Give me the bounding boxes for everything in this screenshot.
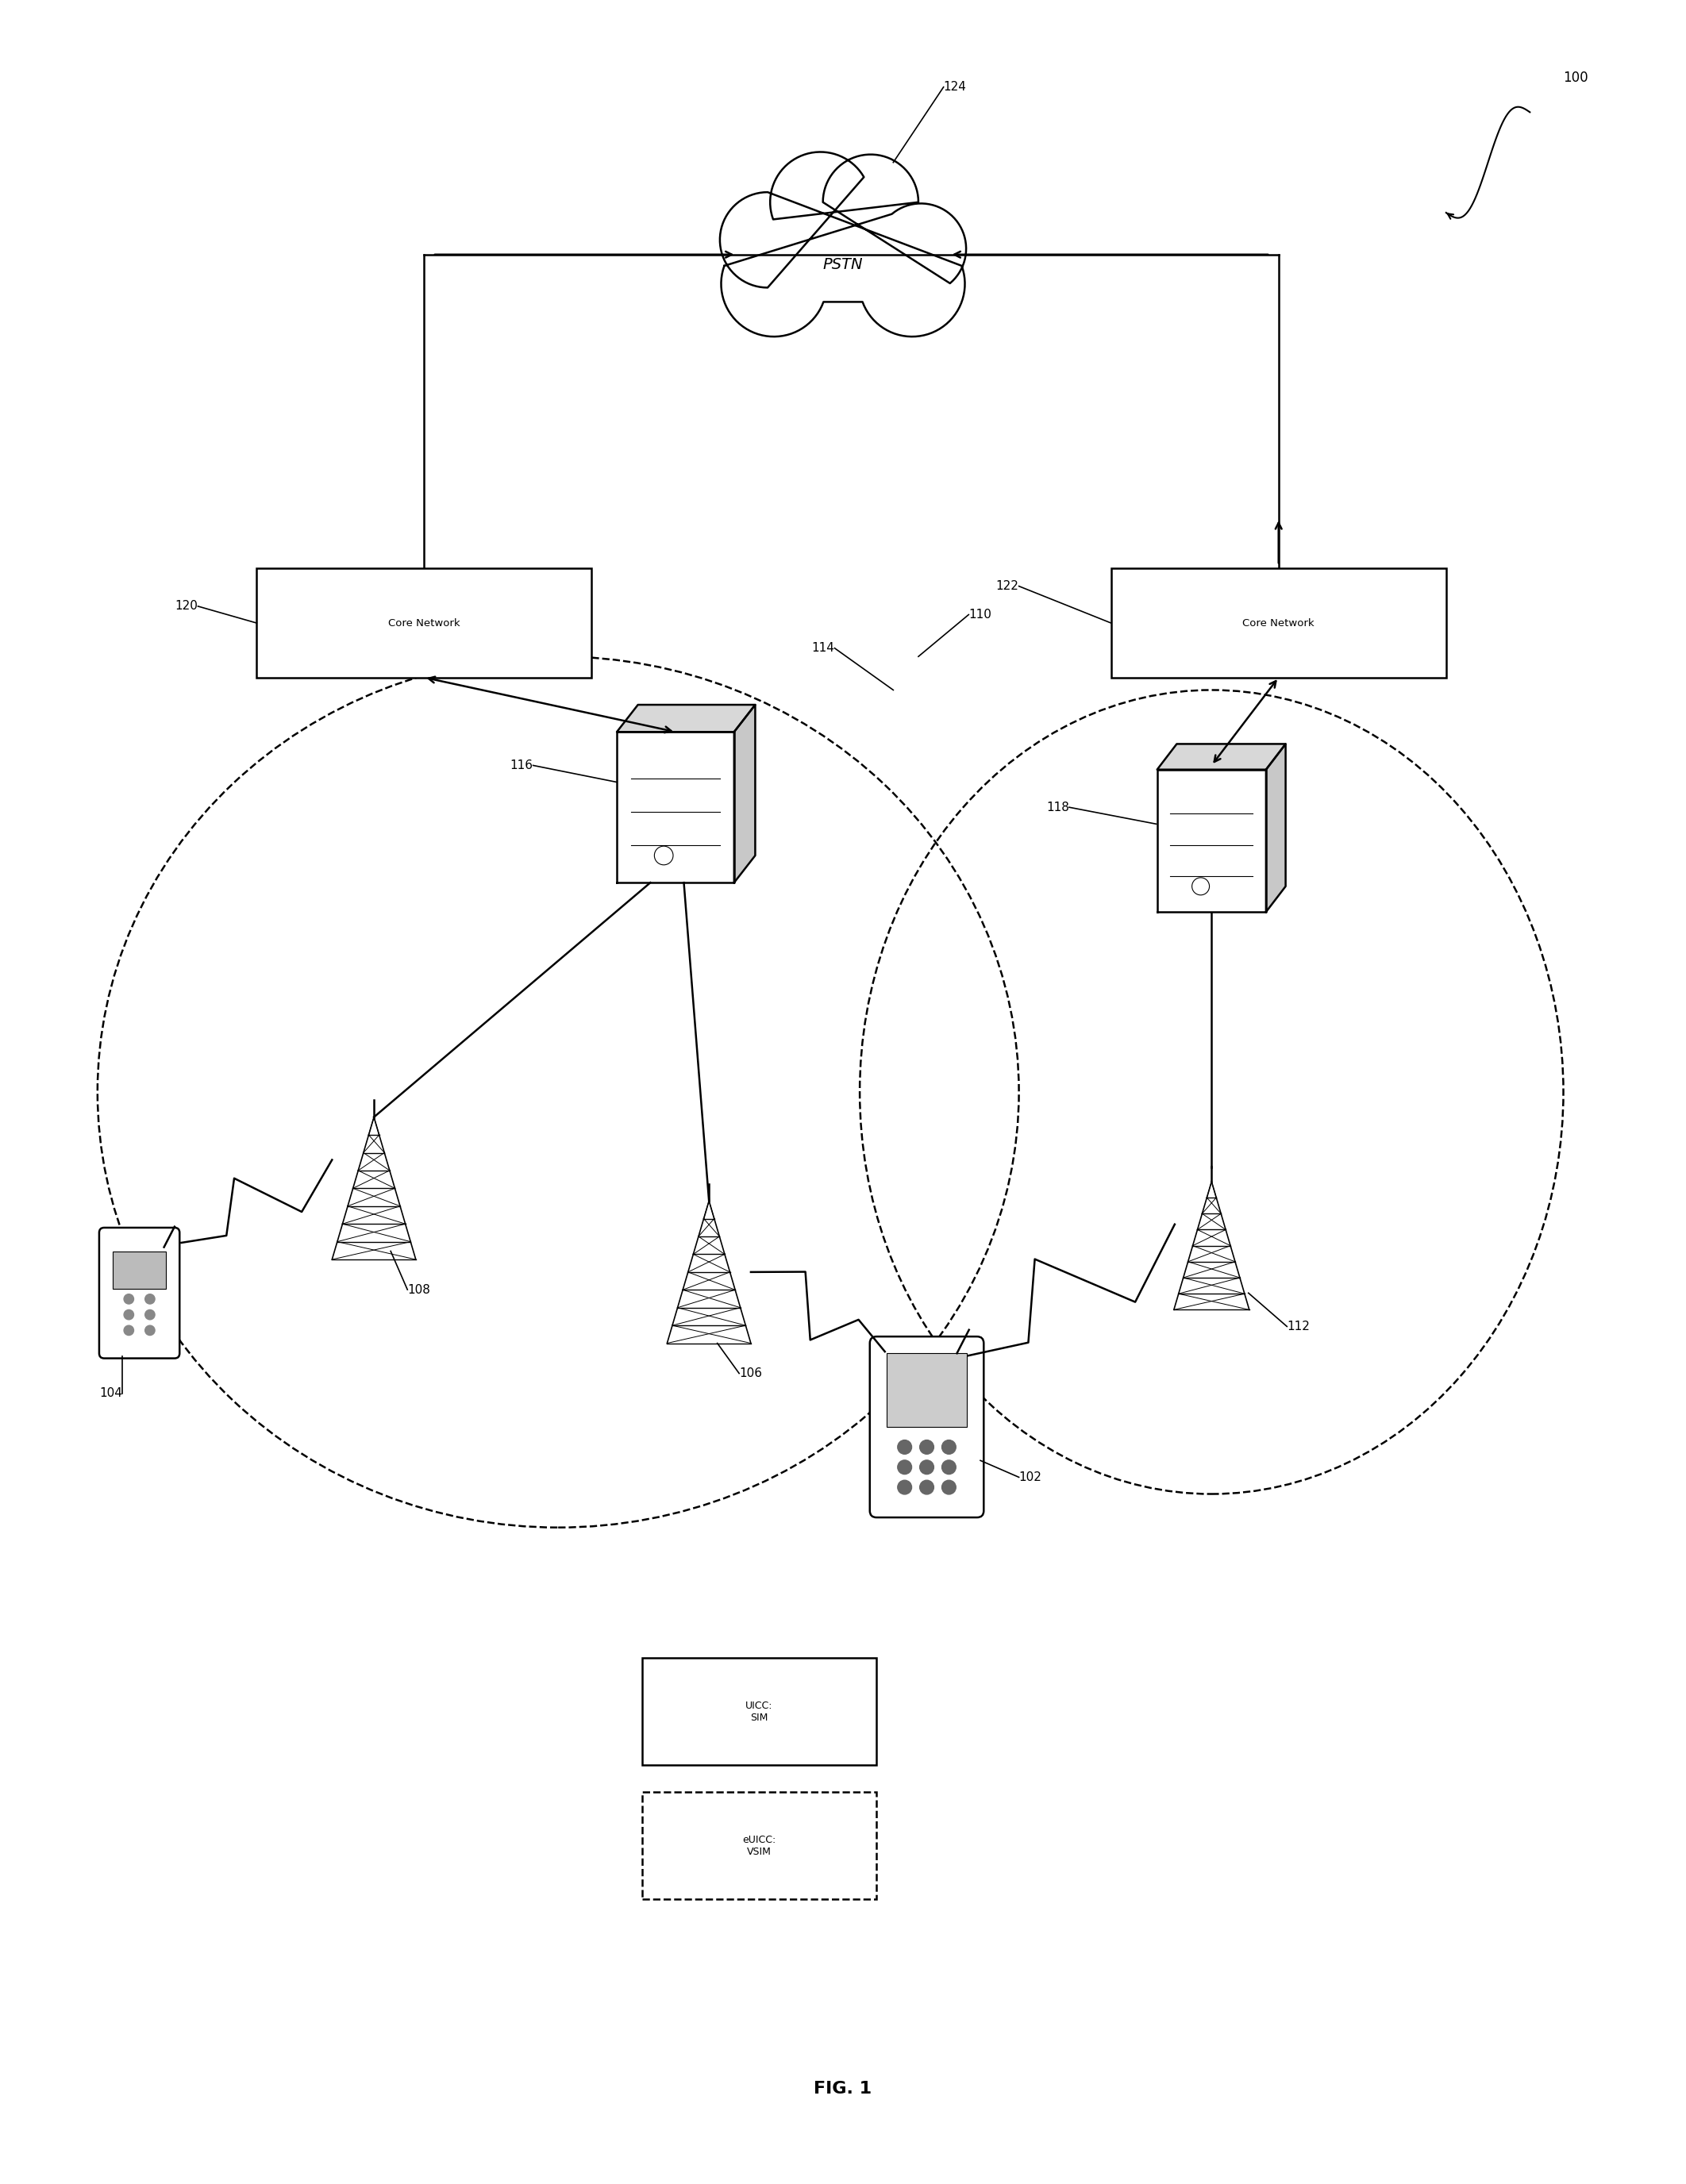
Text: 122: 122 (996, 581, 1018, 592)
Text: 118: 118 (1047, 802, 1069, 812)
Polygon shape (617, 705, 755, 732)
Circle shape (921, 1481, 934, 1494)
Text: UICC:
SIM: UICC: SIM (745, 1701, 772, 1723)
Circle shape (654, 845, 673, 865)
Text: 116: 116 (511, 760, 533, 771)
Circle shape (123, 1310, 133, 1319)
FancyBboxPatch shape (1111, 568, 1447, 677)
Circle shape (897, 1481, 912, 1494)
Circle shape (123, 1295, 133, 1304)
Circle shape (123, 1326, 133, 1334)
Text: 104: 104 (99, 1387, 123, 1400)
Circle shape (921, 1461, 934, 1474)
Circle shape (145, 1326, 155, 1334)
Polygon shape (617, 732, 733, 882)
Text: 100: 100 (1563, 70, 1588, 85)
Text: 108: 108 (408, 1284, 430, 1295)
Text: 124: 124 (944, 81, 966, 94)
FancyBboxPatch shape (99, 1227, 180, 1358)
FancyBboxPatch shape (642, 1658, 877, 1765)
Circle shape (145, 1310, 155, 1319)
Text: 112: 112 (1286, 1321, 1310, 1332)
Circle shape (897, 1439, 912, 1455)
Text: Core Network: Core Network (388, 618, 460, 629)
Text: 106: 106 (738, 1367, 762, 1380)
Polygon shape (720, 153, 966, 336)
Polygon shape (1266, 745, 1286, 913)
Circle shape (942, 1481, 956, 1494)
FancyBboxPatch shape (256, 568, 592, 677)
Polygon shape (733, 705, 755, 882)
Text: eUICC:
VSIM: eUICC: VSIM (742, 1835, 776, 1856)
Text: 110: 110 (969, 609, 991, 620)
Circle shape (942, 1439, 956, 1455)
Text: 102: 102 (1018, 1472, 1042, 1483)
FancyBboxPatch shape (870, 1337, 983, 1518)
FancyBboxPatch shape (113, 1251, 165, 1289)
FancyBboxPatch shape (887, 1354, 966, 1426)
Text: PSTN: PSTN (823, 258, 863, 273)
Polygon shape (1157, 745, 1286, 769)
Circle shape (897, 1461, 912, 1474)
Text: 120: 120 (175, 601, 197, 612)
Text: FIG. 1: FIG. 1 (814, 2081, 872, 2097)
Text: Core Network: Core Network (1243, 618, 1315, 629)
Polygon shape (1157, 769, 1266, 913)
Circle shape (942, 1461, 956, 1474)
Circle shape (921, 1439, 934, 1455)
FancyBboxPatch shape (642, 1793, 877, 1900)
Text: 114: 114 (811, 642, 835, 653)
Circle shape (1192, 878, 1209, 895)
Circle shape (145, 1295, 155, 1304)
